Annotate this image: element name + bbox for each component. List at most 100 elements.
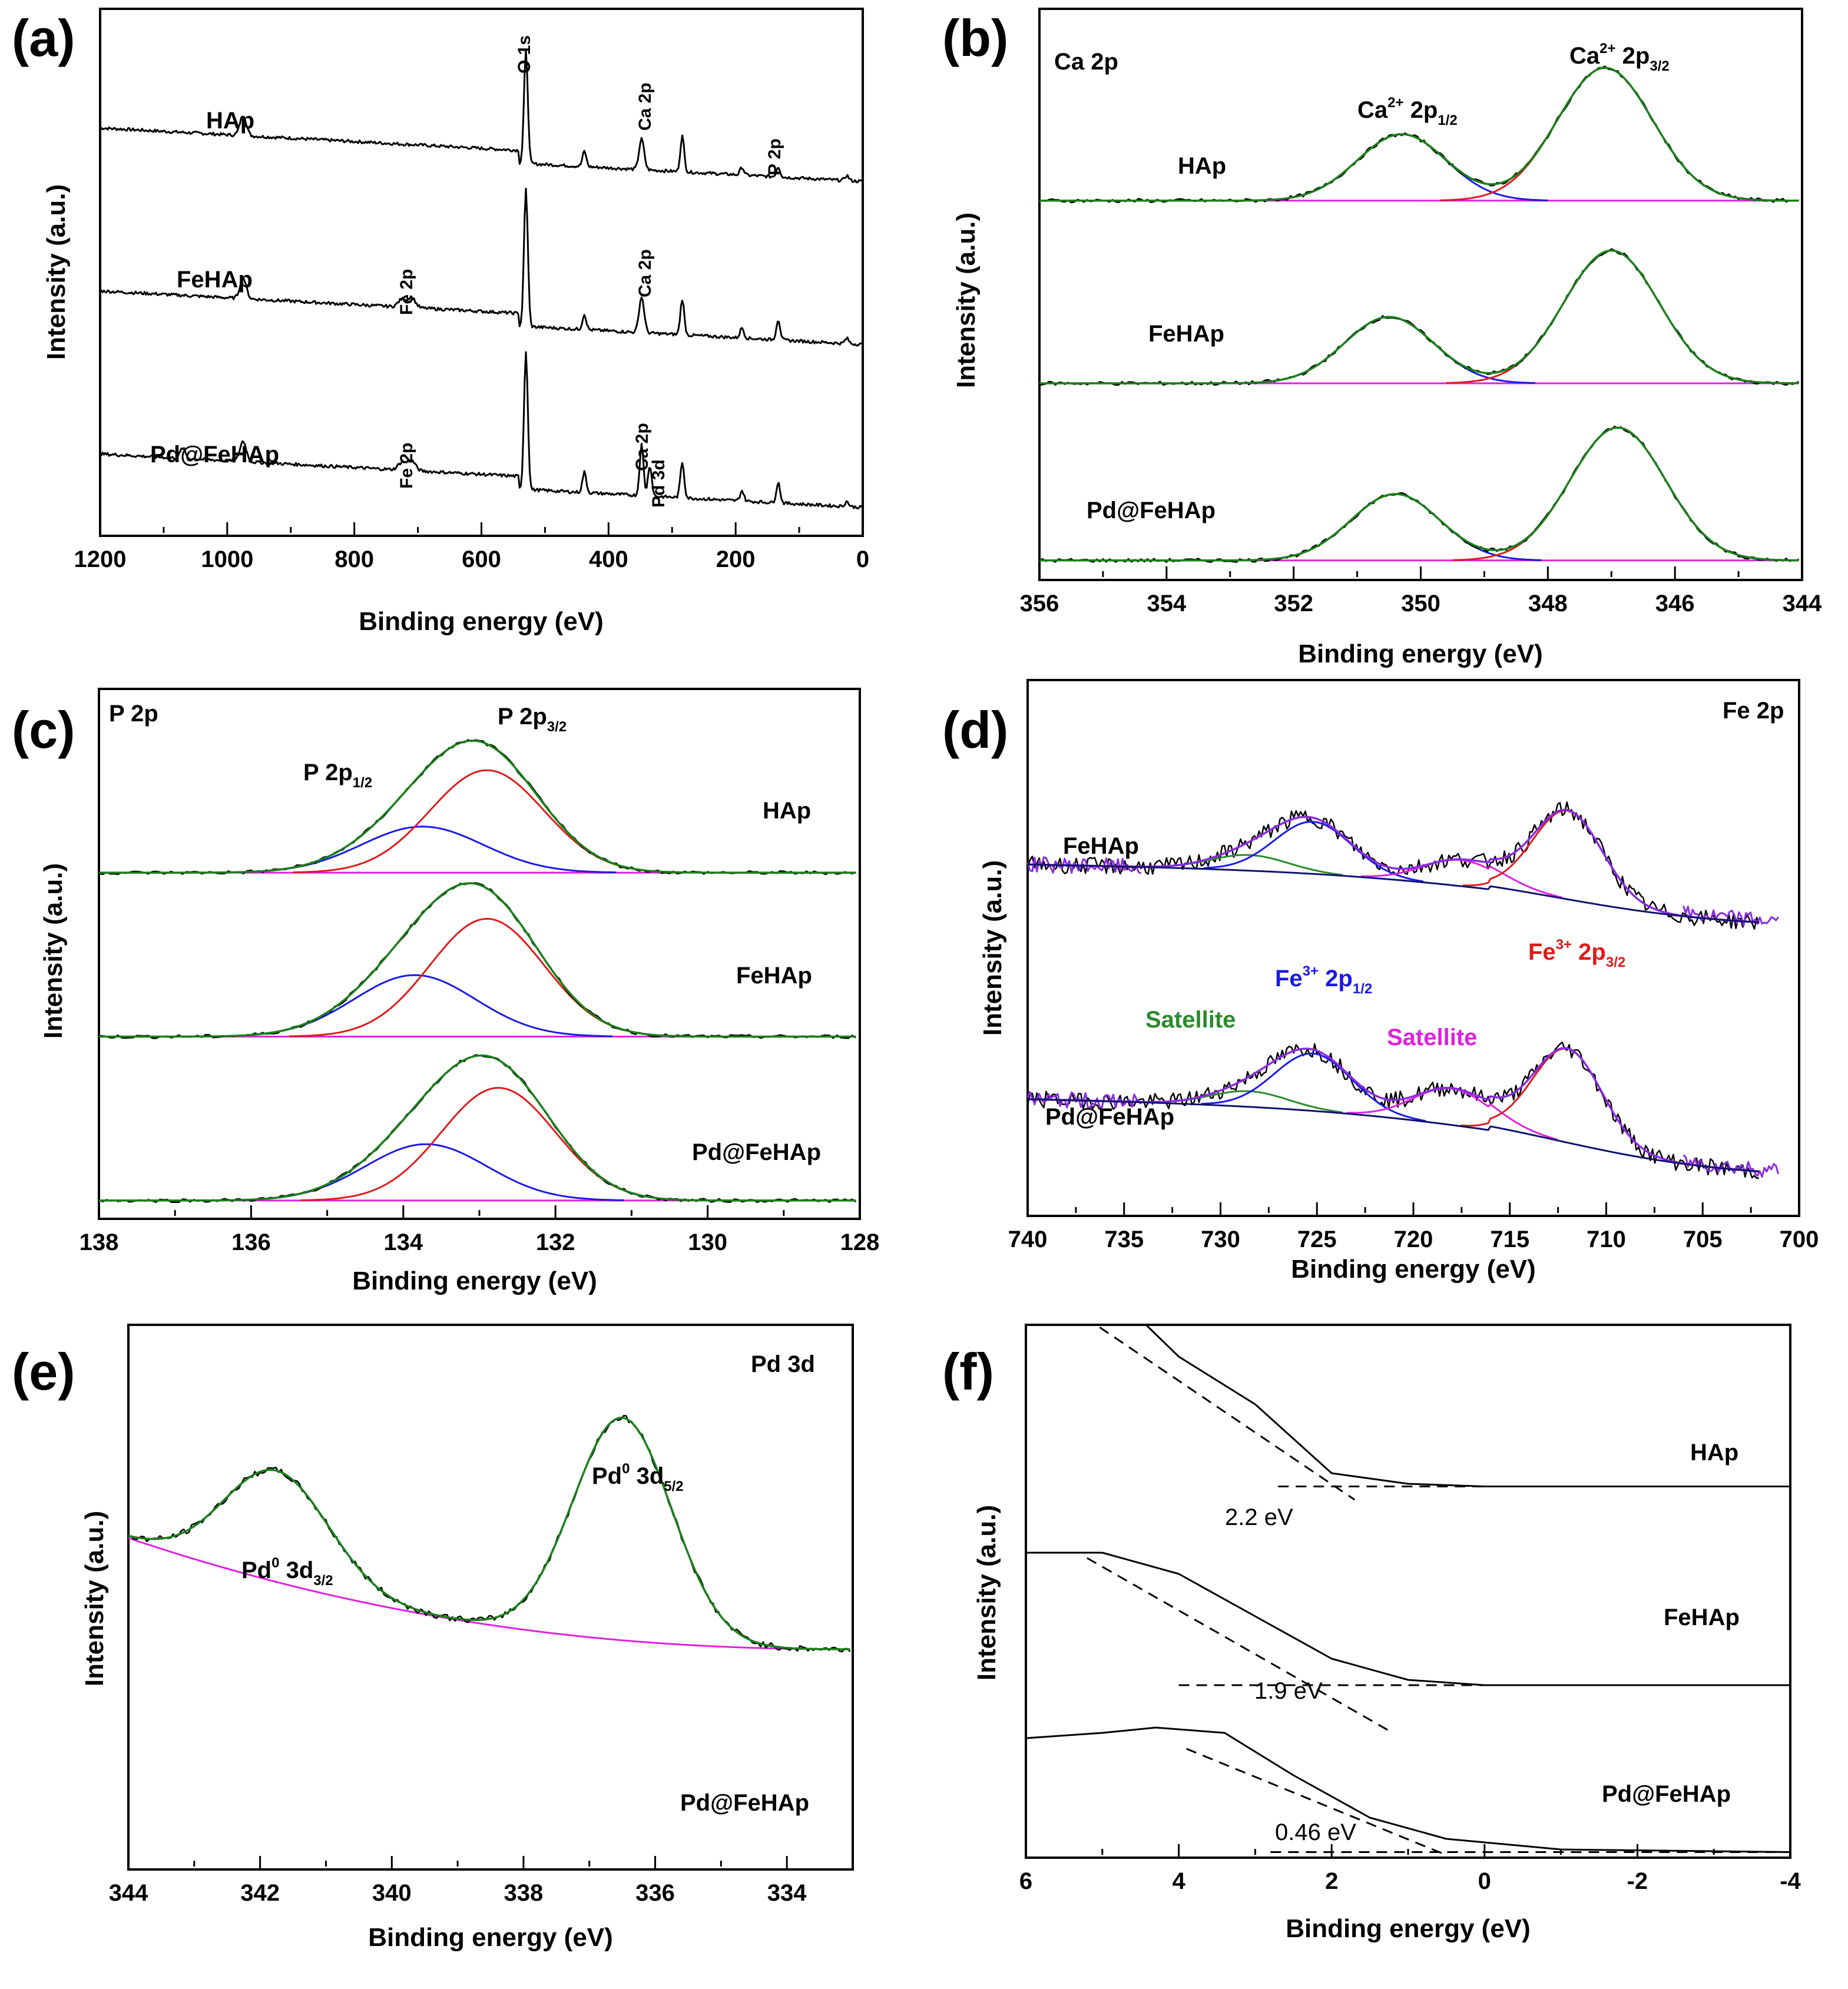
panel-a-label-pd3d: Pd 3d	[649, 459, 668, 508]
x-tick-label: 800	[335, 546, 374, 572]
envelope-hap	[1039, 67, 1799, 202]
panel-d-spectra	[1026, 801, 1780, 1179]
panel-d-label-satellite-2: Satellite	[1387, 1025, 1477, 1050]
x-tick-label: -4	[1780, 1868, 1801, 1894]
noise-tail-left-fehap	[1026, 856, 1142, 874]
panel-d-y-label: Intensity (a.u.)	[978, 860, 1007, 1036]
panel-f-y-label: Intensity (a.u.)	[972, 1505, 1001, 1680]
spectrum-hap	[100, 49, 863, 184]
panel-c-label-fehap: FeHAp	[736, 963, 812, 989]
x-tick-label: 350	[1401, 591, 1440, 616]
x-tick-label: 338	[504, 1880, 544, 1906]
envelope-fehap	[1039, 249, 1799, 384]
panel-c-label-pdfehap: Pd@FeHAp	[692, 1139, 821, 1165]
panel-d-x-label: Binding energy (eV)	[1291, 1255, 1536, 1284]
x-tick-label: 730	[1201, 1226, 1240, 1252]
envelope-pd-at-fehap	[128, 1416, 850, 1650]
panel-a-label-pdfehap: Pd@FeHAp	[150, 442, 279, 468]
panel-d-label-pdfehap: Pd@FeHAp	[1045, 1104, 1174, 1130]
panel-b-label-ca-2p-3half: Ca2+ 2p3/2	[1569, 41, 1670, 74]
panel-e-frame	[127, 1324, 854, 1871]
panel-f-x-label: Binding energy (eV)	[1286, 1914, 1531, 1943]
x-tick-label: 200	[716, 546, 756, 572]
x-tick-label: 132	[536, 1229, 575, 1255]
panel-c-spectra	[98, 739, 857, 1204]
background-fehap	[1027, 863, 1760, 923]
x-tick-label: 1200	[74, 546, 127, 572]
x-tick-label: 356	[1020, 591, 1059, 616]
panel-d-label-fe-2p-3half: Fe3+ 2p3/2	[1528, 937, 1625, 970]
x-tick-label: 130	[688, 1229, 727, 1255]
x-tick-label: 720	[1394, 1226, 1433, 1252]
panel-c-label-hap: HAp	[763, 798, 811, 824]
valence-curve-pd-at-fehap	[1026, 1726, 1790, 1853]
panel-e-label-pd-3d-5half: Pd0 3d5/2	[592, 1461, 684, 1494]
panel-f-bandgap-fehap: 1.9 eV	[1254, 1678, 1323, 1704]
panel-a-spectra	[100, 49, 863, 510]
x-tick-label: 0	[856, 546, 869, 572]
panel-f-clip-group	[1026, 1325, 1790, 1855]
panel-d-label-fehap: FeHAp	[1063, 833, 1139, 859]
x-tick-label: 740	[1008, 1226, 1048, 1252]
panel-a-label-fehap: FeHAp	[177, 267, 253, 293]
panel-b-y-label: Intensity (a.u.)	[952, 213, 981, 388]
x-tick-label: 700	[1780, 1226, 1819, 1252]
panel-d-label-fe-2p-half: Fe3+ 2p1/2	[1275, 963, 1372, 997]
panel-a-label-p2p: P 2p	[765, 138, 784, 175]
spectrum-fehap	[100, 187, 863, 347]
panel-c-label-p-2p-half: P 2p1/2	[303, 760, 372, 791]
x-tick-label: 334	[767, 1880, 807, 1906]
x-tick-label: 346	[1655, 591, 1695, 616]
x-tick-label: 128	[840, 1229, 880, 1255]
panel-d-label-satellite-1: Satellite	[1145, 1007, 1236, 1033]
panel-b-label-fehap: FeHAp	[1148, 321, 1224, 347]
x-tick-label: 735	[1104, 1226, 1144, 1252]
envelope-hap	[99, 740, 856, 874]
panel-e-y-label: Intensity (a.u.)	[80, 1511, 109, 1686]
x-tick-label: 136	[231, 1229, 271, 1255]
x-tick-label: 1000	[201, 546, 253, 572]
panel-a-label-fe2p-1: Fe 2p	[397, 269, 416, 315]
panel-f-label-hap: HAp	[1690, 1440, 1738, 1466]
panel-e-title: Pd 3d	[751, 1351, 815, 1377]
panel-c-x-ticks: 138 136 134 132 130 128	[80, 1205, 880, 1255]
x-tick-label: 0	[1478, 1868, 1491, 1894]
panel-a-label-ca2p-1: Ca 2p	[635, 82, 655, 131]
panel-a-label-hap: HAp	[206, 108, 254, 134]
x-tick-label: 6	[1019, 1868, 1032, 1894]
x-tick-label: 705	[1683, 1226, 1723, 1252]
raw-pd-at-fehap	[1026, 1041, 1759, 1179]
panel-a-y-label: Intensity (a.u.)	[42, 184, 71, 360]
envelope-fehap	[99, 882, 856, 1038]
panel-e-x-ticks: 344 342 340 338 336 334	[109, 1856, 807, 1906]
spectrum-pd-at-fehap	[100, 351, 863, 510]
envelope-pd-at-fehap	[99, 1054, 856, 1202]
panel-f-label-pdfehap: Pd@FeHAp	[1602, 1781, 1731, 1807]
panel-b-label-ca-2p-half: Ca2+ 2p1/2	[1357, 95, 1458, 128]
panel-a-survey: (a) 1200 1000 800 600 400 200 0 Binding energy…	[12, 8, 869, 636]
panel-f-label-fehap: FeHAp	[1664, 1605, 1740, 1630]
panel-a-label-fe2p-2: Fe 2p	[397, 443, 416, 489]
panel-e-spectra	[128, 1415, 851, 1653]
x-tick-label: 340	[372, 1880, 412, 1906]
panel-b-title: Ca 2p	[1054, 49, 1118, 75]
background-pd-at-fehap	[128, 1537, 850, 1650]
panel-a-x-ticks: 1200 1000 800 600 400 200 0	[74, 522, 869, 572]
panel-b-label-pdfehap: Pd@FeHAp	[1087, 498, 1216, 523]
panel-e-x-label: Binding energy (eV)	[368, 1923, 613, 1952]
panel-a-label-ca2p-3: Ca 2p	[632, 423, 652, 471]
panel-f-spectra	[1026, 1325, 1790, 1855]
panel-b-spectra	[1039, 65, 1800, 563]
x-tick-label: 344	[109, 1880, 148, 1906]
panel-d-fe2p: (d) Fe 2p 740 735 730 725 720 715 710 705 700 Bi…	[942, 679, 1819, 1284]
x-tick-label: 134	[383, 1229, 423, 1255]
tangent-fehap	[1087, 1557, 1393, 1734]
x-tick-label: 342	[240, 1880, 280, 1906]
panel-f-bandgap-pdfehap: 0.46 eV	[1275, 1819, 1356, 1845]
panel-c-x-label: Binding energy (eV)	[352, 1267, 597, 1295]
x-tick-label: -2	[1627, 1868, 1648, 1894]
panel-e-pd3d: (e) Pd 3d 344 342 340 338 336 334 Binding ene…	[12, 1324, 854, 1952]
panel-c-label-p-2p-3half: P 2p3/2	[498, 704, 567, 735]
x-tick-label: 354	[1147, 591, 1186, 616]
